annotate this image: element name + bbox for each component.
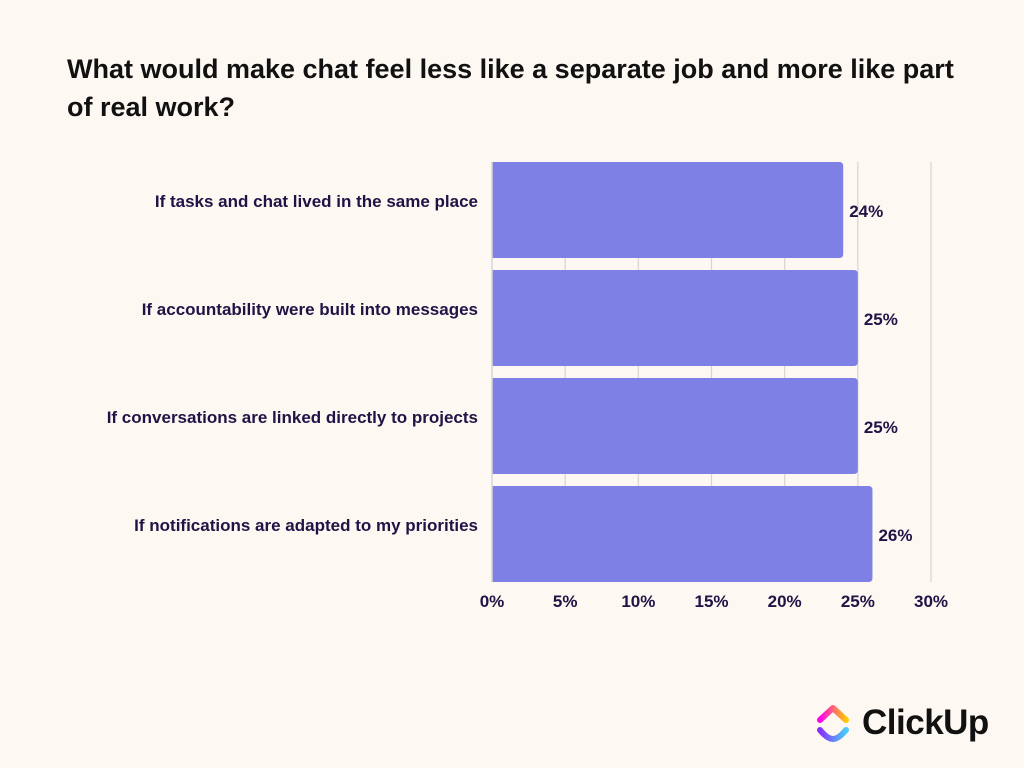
brand-name: ClickUp	[862, 703, 989, 742]
bar-value-label: 25%	[864, 310, 898, 329]
x-tick-label: 0%	[480, 592, 505, 611]
category-label: If tasks and chat lived in the same plac…	[155, 192, 478, 211]
chart-title: What would make chat feel less like a se…	[67, 54, 954, 122]
labels: 24% If tasks and chat lived in the same p…	[107, 192, 913, 545]
bar	[492, 270, 858, 366]
bar	[492, 486, 873, 582]
bar-value-label: 24%	[849, 202, 883, 221]
category-label: If conversations are linked directly to …	[107, 408, 478, 427]
bar-value-label: 26%	[878, 526, 912, 545]
bar	[492, 162, 844, 258]
bars	[492, 162, 873, 582]
x-tick-label: 10%	[621, 592, 655, 611]
bar-value-label: 25%	[864, 418, 898, 437]
axes: 0% 5% 10% 15% 20% 25% 30%	[480, 162, 948, 611]
brand-logo: ClickUp	[816, 700, 989, 746]
bar-chart: 0% 5% 10% 15% 20% 25% 30% 24% If tasks and chat…	[107, 162, 948, 611]
x-tick-label: 5%	[553, 592, 578, 611]
category-label: If accountability were built into messag…	[142, 300, 478, 319]
x-tick-label: 20%	[768, 592, 802, 611]
x-tick-label: 30%	[914, 592, 948, 611]
category-label: If notifications are adapted to my prior…	[134, 516, 478, 535]
x-tick-label: 15%	[694, 592, 728, 611]
clickup-logo-icon	[817, 705, 849, 743]
bar	[492, 378, 858, 474]
x-tick-label: 25%	[841, 592, 875, 611]
